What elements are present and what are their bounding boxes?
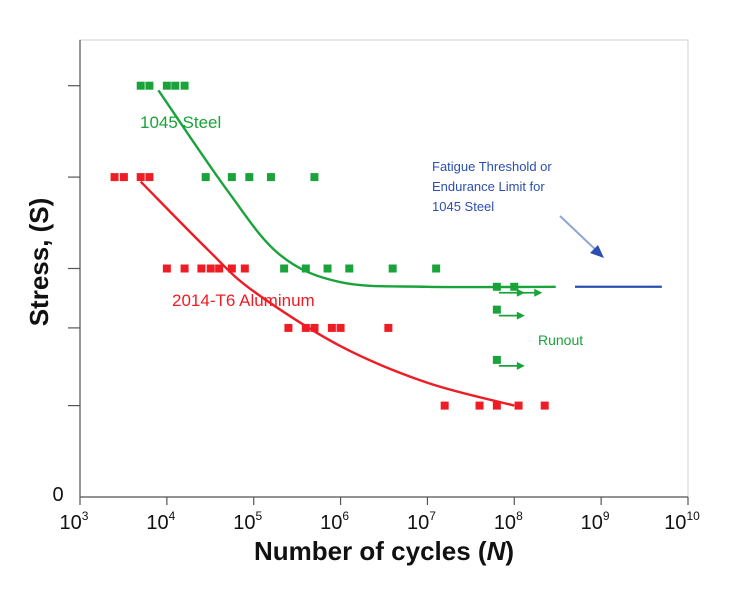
x-tick-label: 103 (60, 509, 89, 534)
aluminum-data-point (110, 173, 119, 182)
runout-point (492, 282, 501, 291)
steel-data-point (266, 173, 275, 182)
aluminum-data-point (197, 264, 206, 273)
threshold-label-line-3: 1045 Steel (432, 199, 494, 214)
steel-data-point (136, 81, 145, 90)
x-tick-label-base: 10 (581, 512, 603, 534)
x-tick-label-exponent: 10 (686, 509, 700, 523)
threshold-pointer-head (590, 245, 604, 258)
threshold-pointer-shaft (559, 215, 599, 253)
x-tick-label: 108 (494, 509, 523, 534)
aluminum-data-point (514, 401, 523, 410)
runout-arrow-head (534, 288, 543, 297)
steel-data-point (323, 264, 332, 273)
aluminum-data-point (492, 401, 501, 410)
threshold-group (559, 215, 662, 288)
runout-arrow-head (516, 311, 525, 320)
steel-data-point (388, 264, 397, 273)
y-ticks: 0 (52, 85, 80, 506)
x-tick-label: 105 (233, 509, 262, 534)
steel-data-point (180, 81, 189, 90)
x-tick-label-exponent: 8 (516, 509, 523, 523)
x-ticks: 103 104 105 106 107 108 109 1010 (60, 497, 700, 534)
runout-point (510, 282, 519, 291)
runout-label: Runout (538, 332, 583, 348)
aluminum-data-point (227, 264, 236, 273)
x-tick-label-exponent: 6 (342, 509, 349, 523)
steel-data-point (280, 264, 289, 273)
runout-arrow-head (516, 361, 525, 370)
x-tick-label-base: 10 (664, 512, 686, 534)
aluminum-data-point (475, 401, 484, 410)
x-tick-label-exponent: 7 (429, 509, 436, 523)
aluminum-data-point (540, 401, 549, 410)
x-tick-label-base: 10 (60, 512, 82, 534)
aluminum-data-point (440, 401, 449, 410)
x-tick-label: 109 (581, 509, 610, 534)
aluminum-data-point (327, 323, 336, 332)
y-tick-label-zero: 0 (52, 484, 63, 506)
aluminum-data-point (180, 264, 189, 273)
aluminum-data-point (206, 264, 215, 273)
aluminum-data-point (301, 323, 310, 332)
aluminum-data-point (136, 173, 145, 182)
aluminum-data-point (310, 323, 319, 332)
x-tick-label-exponent: 5 (255, 509, 262, 523)
x-axis-title-variable: N (487, 536, 507, 566)
x-axis-title-close: ) (505, 536, 514, 566)
steel-data-point (301, 264, 310, 273)
steel-data-point (145, 81, 154, 90)
x-tick-label-exponent: 3 (82, 509, 89, 523)
x-tick-label-exponent: 9 (603, 509, 610, 523)
steel-data-point (310, 173, 319, 182)
threshold-label-line-1: Fatigue Threshold or (432, 159, 552, 174)
steel-data-point (162, 81, 171, 90)
x-tick-label-exponent: 4 (169, 509, 176, 523)
steel-data-point (245, 173, 254, 182)
x-tick-label: 107 (407, 509, 436, 534)
aluminum-data-point (119, 173, 128, 182)
x-tick-label: 104 (146, 509, 175, 534)
aluminum-series-label: 2014-T6 Aluminum (172, 291, 315, 310)
steel-data-point (432, 264, 441, 273)
x-tick-label-base: 10 (407, 512, 429, 534)
threshold-label-line-2: Endurance Limit for (432, 179, 545, 194)
x-tick-label-base: 10 (494, 512, 516, 534)
aluminum-data-point (240, 264, 249, 273)
runout-point (492, 305, 501, 314)
y-axis-title: Stress, (S) (24, 198, 54, 327)
x-tick-label: 106 (320, 509, 349, 534)
aluminum-data-point (284, 323, 293, 332)
x-axis-title: Number of cycles (N) (254, 536, 514, 566)
steel-series-label: 1045 Steel (140, 113, 221, 132)
x-tick-label-base: 10 (146, 512, 168, 534)
aluminum-data-point (145, 173, 154, 182)
aluminum-data-point (384, 323, 393, 332)
x-tick-label-base: 10 (320, 512, 342, 534)
aluminum-data-point (215, 264, 224, 273)
x-axis-title-main: Number of cycles ( (254, 536, 487, 566)
steel-data-point (227, 173, 236, 182)
steel-data-point (171, 81, 180, 90)
steel-data-point (201, 173, 210, 182)
runout-markers (492, 282, 543, 370)
data-points (110, 81, 549, 410)
runout-point (492, 355, 501, 364)
aluminum-data-point (336, 323, 345, 332)
x-tick-label-base: 10 (233, 512, 255, 534)
aluminum-data-point (162, 264, 171, 273)
x-tick-label: 1010 (664, 509, 700, 534)
steel-data-point (345, 264, 354, 273)
